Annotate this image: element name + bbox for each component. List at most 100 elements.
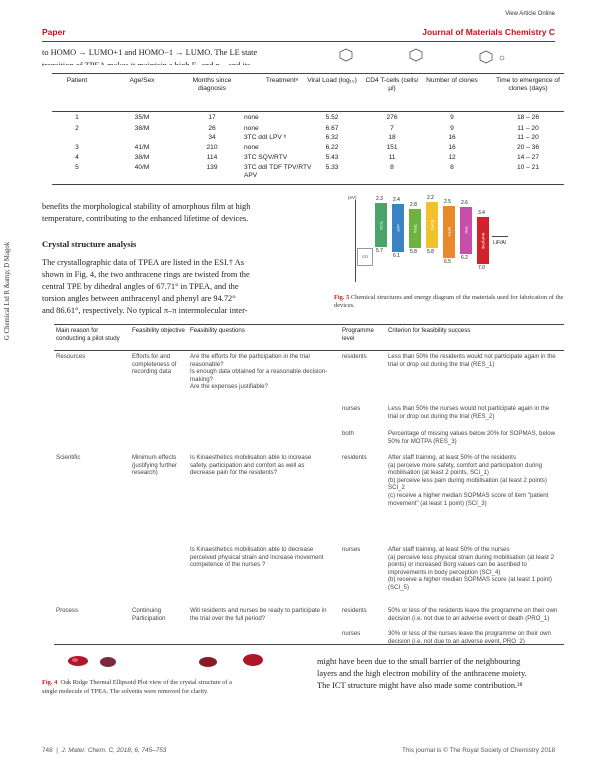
fig5-homo-label: 6.2 bbox=[461, 254, 468, 261]
feasibility-level-cell: nurses bbox=[342, 405, 361, 412]
fig5-lumo-label: 2.4 bbox=[393, 197, 400, 204]
t2-bottom-rule bbox=[54, 644, 564, 645]
patient-table-cell: 40/M bbox=[134, 164, 150, 171]
feasibility-level-cell: residents bbox=[342, 607, 367, 614]
fig5-bar-mcp: mCP bbox=[392, 204, 404, 253]
fig5-lumo-label: 2.3 bbox=[376, 195, 383, 202]
footer-journal-citation: J. Mater. Chem. C, 2018, 6, 745–753 bbox=[61, 747, 167, 754]
patient-table-cell: 6.32 bbox=[325, 134, 339, 141]
crystal-para-line-4: torsion angles between anthracenyl and p… bbox=[42, 294, 236, 303]
header-rule bbox=[42, 41, 555, 42]
fig5-bar-bcpo: BCPO bbox=[426, 201, 438, 249]
molecule-sketches bbox=[339, 48, 505, 64]
table-top-rule bbox=[52, 73, 564, 74]
patient-table-cell: 8 bbox=[450, 164, 454, 171]
crystal-para-line-1: The crystallographic data of TPEA are li… bbox=[42, 258, 244, 267]
left-para-line-2: temperature, contributing to the enhance… bbox=[42, 214, 249, 223]
left-para-line-1: benefits the morphological stability of … bbox=[42, 202, 251, 211]
feasibility-level-cell: both bbox=[342, 430, 354, 437]
patient-table-cell: none bbox=[244, 114, 259, 121]
feasibility-objective-cell: Efforts for and completeness of recordin… bbox=[132, 353, 177, 376]
right-para-line-1: might have been due to the small barrier… bbox=[317, 657, 521, 666]
col-header-time: Time to emergence of clones (days) bbox=[496, 77, 560, 92]
journal-title: Journal of Materials Chemistry C bbox=[422, 27, 555, 37]
patient-table-cell: 6.22 bbox=[325, 144, 339, 151]
feasibility-questions-cell: Is Kinaesthetics mobilisation able to de… bbox=[190, 546, 324, 569]
crystal-para-line-2: shown in Fig. 4, the two anthracene ring… bbox=[42, 270, 250, 279]
fig4-ellipsoid-1 bbox=[68, 656, 88, 666]
patient-table-cell: 2 bbox=[75, 125, 79, 132]
patient-table-cell: 26 bbox=[208, 125, 216, 132]
t2-header-criterion: Criterion for feasibility success bbox=[388, 327, 471, 334]
fig5-cathode-label: LiF/Al bbox=[493, 240, 506, 246]
fig5-bar-tpea: TPEA bbox=[409, 209, 421, 249]
patient-table-cell: 17 bbox=[208, 114, 216, 121]
patient-table-cell: 3TC ddI TDF TPV/RTV APV bbox=[244, 164, 312, 179]
table-bottom-rule bbox=[52, 184, 564, 185]
fig4-caption: Fig. 4 Oak Ridge Thermal Ellipsoid Plot … bbox=[42, 678, 304, 696]
feasibility-criterion-cell: Percentage of missing values below 20% f… bbox=[388, 430, 555, 445]
feasibility-objective-cell: Continuing Participation bbox=[132, 607, 166, 622]
top-text-line-2: transition of TPEA makes it maintain a h… bbox=[42, 61, 251, 66]
feasibility-criterion-cell: After staff training, at least 50% of th… bbox=[388, 546, 554, 591]
feasibility-criterion-cell: Less than 50% the residents would not pa… bbox=[388, 353, 556, 368]
fig5-bar-dpps: DPPS bbox=[443, 205, 455, 258]
fig5-lumo-label: 2.5 bbox=[444, 198, 451, 205]
patient-table-cell: 276 bbox=[386, 114, 398, 121]
fig4-ellipsoid-4 bbox=[243, 654, 263, 666]
crystal-para-line-5: and 86.61°, respectively. No typical π–π… bbox=[42, 306, 248, 315]
feasibility-criterion-cell: 50% or less of the residents leave the p… bbox=[388, 607, 558, 622]
fig4-caption-line-1: Oak Ridge Thermal Ellipsoid Plot view of… bbox=[60, 679, 232, 686]
col-header-treatment: Treatmentᵃ bbox=[265, 77, 299, 84]
feasibility-questions-cell: Is Kinaesthetics mobilisation able to in… bbox=[190, 454, 312, 477]
patient-table-cell: 16 bbox=[448, 134, 456, 141]
table-header-rule bbox=[52, 111, 564, 112]
patient-table: Patient Age/Sex Months since diagnosis T… bbox=[44, 65, 568, 190]
fig5-axis bbox=[355, 200, 356, 282]
feasibility-questions-cell: Are the efforts for the participation in… bbox=[190, 353, 328, 391]
ring-shape-1 bbox=[339, 48, 353, 62]
feasibility-questions-cell: Will residents and nurses be ready to pa… bbox=[190, 607, 327, 622]
footer-citation: 748 | J. Mater. Chem. C, 2018, 6, 745–75… bbox=[42, 747, 166, 754]
fig4-molecule-image bbox=[68, 654, 263, 667]
patient-table-cell: 14 – 27 bbox=[517, 154, 539, 161]
fig4-caption-label: Fig. 4 bbox=[42, 679, 58, 686]
patient-table-cell: 11 – 20 bbox=[517, 125, 539, 132]
patient-table-cell: 210 bbox=[206, 144, 218, 151]
fig5-lumo-label: 2.2 bbox=[427, 194, 434, 201]
patient-table-background bbox=[44, 65, 568, 190]
fig5-homo-label: 6.5 bbox=[444, 258, 451, 265]
patient-table-cell: 16 bbox=[448, 144, 456, 151]
fig4-ellipsoid-highlight bbox=[72, 658, 78, 662]
fig5-homo-label: 5.8 bbox=[427, 249, 434, 256]
fig5-homo-label: 6.1 bbox=[393, 253, 400, 260]
fig5-bar-tpbi: TPBi bbox=[460, 206, 472, 254]
patient-table-cell: 3TC SQV/RTV bbox=[244, 154, 288, 161]
col-header-cd4: CD4 T-cells (cells/μl) bbox=[365, 77, 419, 92]
fig5-bar-bmpyphb: BmPyPhB bbox=[477, 217, 489, 264]
patient-table-cell: 6.67 bbox=[325, 125, 339, 132]
t2-header-level: Programme level bbox=[342, 327, 374, 342]
patient-table-cell: 9 bbox=[450, 114, 454, 121]
patient-table-cell: 9 bbox=[450, 125, 454, 132]
fig5-bar-tcta: TCTA bbox=[375, 202, 387, 248]
col-header-viral-load: Viral Load (log₁₀) bbox=[307, 77, 357, 84]
patient-table-cell: 38/M bbox=[134, 154, 150, 161]
t2-top-rule bbox=[54, 324, 564, 325]
fig5-homo-label: 7.0 bbox=[478, 265, 485, 271]
feasibility-level-cell: nurses bbox=[342, 630, 361, 637]
side-watermark-text: G Chemical Ltd R &amp; D Magok bbox=[4, 241, 11, 340]
fig4-caption-line-2: single molecule of TPEA. The solvents we… bbox=[42, 688, 209, 695]
t2-header-objective: Feasibility objective bbox=[132, 327, 185, 334]
patient-table-cell: 5.52 bbox=[325, 114, 339, 121]
patient-table-cell: none bbox=[244, 125, 259, 132]
patient-table-cell: 18 – 26 bbox=[517, 114, 539, 121]
patient-table-cell: 3TC ddI LPV ᵇ bbox=[244, 134, 287, 141]
col-header-months: Months since diagnosis bbox=[192, 77, 232, 92]
ring-shape-2 bbox=[409, 48, 423, 62]
ring-shape-3 bbox=[479, 50, 493, 64]
fig5-caption: Fig. 5 Chemical structures and energy di… bbox=[334, 294, 566, 310]
fig5-lumo-label: 3.4 bbox=[478, 210, 485, 217]
view-article-online-link[interactable]: View Article Online bbox=[505, 11, 555, 17]
patient-table-cell: 1 bbox=[75, 114, 79, 121]
